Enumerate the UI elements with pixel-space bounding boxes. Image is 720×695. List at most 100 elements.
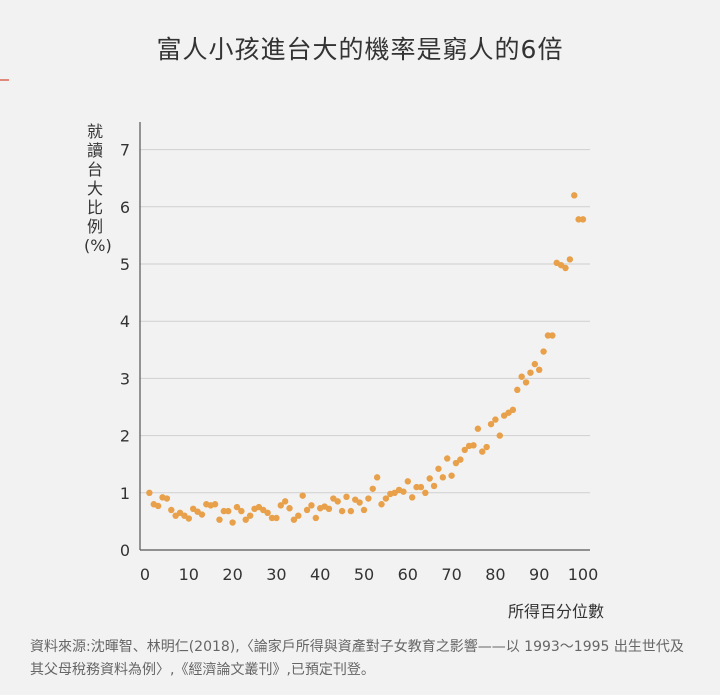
- data-point: [264, 509, 271, 517]
- data-point: [435, 465, 442, 472]
- data-point: [527, 369, 534, 376]
- data-point: [496, 432, 503, 439]
- data-point: [417, 483, 425, 491]
- data-point: [422, 489, 429, 496]
- data-point: [290, 516, 298, 523]
- x-tick-label: 80: [485, 565, 505, 584]
- data-point: [448, 472, 455, 479]
- data-point: [518, 373, 525, 380]
- data-point: [571, 192, 578, 199]
- y-tick-label: 3: [120, 369, 130, 388]
- data-point: [286, 505, 293, 512]
- x-tick-labels: 0 10 20 30 40 50 60 70 80 90 100: [140, 565, 598, 584]
- data-point: [549, 332, 556, 339]
- data-point: [536, 366, 543, 374]
- data-point: [400, 488, 407, 495]
- x-tick-label: 40: [310, 565, 330, 584]
- data-point: [479, 448, 486, 455]
- data-point: [540, 348, 547, 355]
- data-point: [163, 495, 171, 502]
- data-point: [492, 416, 499, 423]
- x-tick-label: 60: [398, 565, 418, 584]
- data-point: [369, 485, 376, 492]
- data-point: [216, 516, 223, 523]
- x-tick-label: 100: [568, 565, 599, 584]
- y-tick-label: 2: [120, 427, 130, 446]
- chart-title-text: 富人小孩進台大的機率是窮人的6倍: [156, 35, 564, 64]
- data-point: [487, 420, 495, 428]
- data-point: [154, 502, 162, 510]
- data-point: [461, 446, 468, 454]
- data-point: [233, 503, 241, 511]
- y-tick-label: 0: [120, 541, 130, 560]
- data-point: [544, 332, 552, 339]
- data-point: [356, 499, 363, 506]
- data-points: [146, 192, 587, 526]
- data-point: [360, 506, 368, 514]
- data-point: [373, 474, 381, 481]
- y-tick-label: 1: [120, 484, 130, 503]
- data-point: [426, 475, 433, 482]
- y-tick-label: 5: [120, 255, 130, 274]
- data-point: [268, 514, 276, 522]
- data-point: [452, 459, 460, 467]
- data-point: [242, 516, 249, 523]
- data-point: [220, 507, 228, 515]
- y-axis-label: 就讀台大比例(%): [84, 122, 112, 255]
- data-point: [474, 425, 482, 432]
- x-tick-label: 50: [354, 565, 374, 584]
- data-point: [295, 512, 302, 519]
- data-point: [246, 512, 254, 519]
- x-tick-label: 30: [266, 565, 286, 584]
- data-point: [225, 507, 232, 515]
- data-point: [404, 478, 411, 485]
- data-point: [303, 506, 311, 514]
- data-point: [325, 505, 333, 513]
- x-tick-label: 70: [441, 565, 461, 584]
- data-point: [229, 519, 236, 526]
- data-point: [444, 455, 451, 462]
- x-axis-label: 所得百分位數: [508, 602, 604, 621]
- y-tick-label: 7: [120, 141, 130, 160]
- data-point: [531, 360, 539, 368]
- data-point: [146, 489, 153, 496]
- data-point: [483, 443, 490, 451]
- data-point: [408, 494, 416, 501]
- x-tick-label: 90: [529, 565, 549, 584]
- data-point: [211, 501, 219, 508]
- data-point: [308, 502, 315, 509]
- gridlines: [140, 149, 590, 494]
- data-point: [343, 493, 350, 501]
- y-tick-label: 4: [120, 312, 130, 331]
- x-tick-label: 0: [140, 565, 150, 584]
- data-point: [579, 216, 587, 223]
- data-point: [514, 386, 521, 394]
- x-tick-label: 10: [179, 565, 199, 584]
- data-point: [281, 498, 289, 505]
- data-point: [439, 474, 447, 481]
- x-tick-label: 20: [222, 565, 242, 584]
- data-point: [347, 507, 355, 515]
- data-point: [277, 502, 284, 509]
- data-point: [185, 515, 192, 522]
- data-point: [365, 495, 372, 502]
- data-point: [562, 264, 569, 272]
- data-point: [382, 495, 390, 502]
- data-point: [575, 216, 582, 223]
- data-point: [413, 483, 420, 491]
- data-point: [238, 507, 245, 515]
- data-point: [378, 501, 385, 508]
- chart-title: 富人小孩進台大的機率是窮人的6倍: [0, 30, 720, 66]
- data-point: [566, 256, 574, 263]
- data-point: [509, 406, 517, 414]
- data-point: [334, 498, 341, 505]
- data-point: [522, 379, 530, 386]
- data-point: [457, 456, 464, 463]
- data-point: [168, 506, 175, 514]
- accent-mark: [0, 79, 9, 81]
- data-point: [470, 442, 477, 449]
- y-tick-labels: 0 1 2 3 4 5 6 7: [120, 141, 130, 560]
- data-point: [273, 514, 280, 522]
- data-point: [338, 507, 346, 515]
